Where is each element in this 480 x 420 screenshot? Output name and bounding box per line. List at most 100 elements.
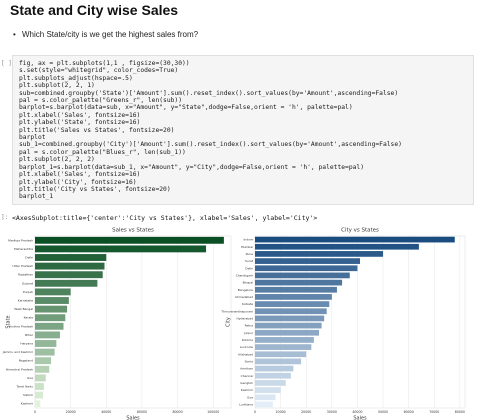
y-tick-label: Delhi [245,266,253,270]
y-tick-label: Jammu and Kashmir [2,350,34,354]
x-tick-label: 10000 [276,410,286,414]
bar [35,322,64,330]
y-tick-label: Hyderabad [237,316,254,320]
cell-prompt: [ ]: [1,60,16,67]
charts: Sales vs States 0 20000 40000 60000 80000 1000… [2,228,466,420]
code-line: pal = s.color_palette("Blues_r", len(sub… [19,148,186,156]
bar [255,351,307,358]
y-tick-label: Haryana [20,342,33,346]
code-line: fig, ax = plt.subplots(1,1 , figsize=(30… [19,60,190,67]
code-cell[interactable]: fig, ax = plt.subplots(1,1 , figsize=(30… [12,55,474,205]
y-tick-label: Uttar Pradesh [12,264,33,268]
bar [255,322,322,329]
y-tick-label: Madhya Pradesh [8,238,33,242]
y-tick-label: Lucknow [240,345,254,349]
code-line: barplot_1 [19,193,54,201]
code-line: barplot=s.barplot(data=sub, x="Amount", … [19,104,353,112]
bar [255,344,312,350]
bar [35,297,69,304]
code-line: plt.ylabel('State', fontsize=16) [19,119,141,127]
bar [35,279,98,287]
bar [255,337,314,343]
y-tick-label: Surat [245,259,254,263]
x-tick-label: 50000 [378,410,388,414]
bar [255,394,276,401]
plot-area [34,235,232,409]
bar [35,391,44,399]
y-tick-label: Andhra Pradesh [9,324,33,328]
bar [35,254,107,261]
x-tick-label: 30000 [327,410,337,414]
code-line: sub_1=combined.groupby('City')['Amount']… [19,141,402,149]
y-tick-label: Karnataka [18,299,33,303]
x-tick-label: 60000 [404,410,414,414]
bar [35,400,41,408]
y-tick-label: Patna [245,324,254,328]
y-tick-label: Thiruvananthapuram [220,309,253,313]
bar [35,245,207,253]
code-line: plt.title('City vs States', fontsize=20) [19,185,171,193]
y-tick-label: Pune [246,252,254,256]
bar [35,340,57,347]
bar [35,383,44,390]
bar [35,305,68,313]
y-tick-label: Mumbai [241,245,253,249]
x-tick-label: 80000 [455,410,465,414]
out-prompt: ]: [1,214,9,221]
y-tick-label: Kohima [242,338,253,342]
x-tick-label: 0 [254,410,256,414]
chart-title: Sales vs States [112,228,154,234]
bar [35,288,71,296]
y-tick-label: Gangtok [240,381,253,385]
y-tick-label: Himachal Pradesh [6,367,33,371]
y-tick-label: Chennai [241,374,253,378]
bar [35,357,52,365]
y-tick-label: West Bengal [14,307,33,311]
heading: State and City wise Sales [10,2,179,18]
code-line: barplot [19,134,46,142]
bar [255,365,294,372]
bar [255,315,325,322]
bar [255,236,455,243]
bar [35,374,46,382]
bar [255,258,360,264]
chart-title: City vs States [341,228,379,234]
y-tick-label: Goa [27,376,33,380]
y-tick-label: Maharashtra [14,247,33,251]
bar [255,294,332,300]
y-tick-label: Sikkim [23,393,33,397]
y-tick-label: Nagaland [19,359,33,363]
y-tick-label: Allahabad [238,352,253,356]
code-line: plt.subplot(2, 2, 2) [19,156,95,164]
x-tick-label: 100000 [207,410,219,414]
code-line: barplot_1=s.barplot(data=sub_1, x="Amoun… [19,163,364,171]
bar [255,372,291,379]
y-tick-label: Kerala [24,316,34,320]
y-tick-label: Gujarat [22,281,34,285]
bar [255,401,273,408]
y-tick-label: Goa [247,395,253,399]
bar [255,380,286,386]
bar [35,271,103,279]
bar [35,314,66,322]
y-tick-label: Bangalore [238,288,253,292]
x-tick-label: 0 [34,410,36,414]
bullet-text: Which State/city is we get the highest s… [13,30,198,39]
bar [255,358,302,365]
code-line: plt.xlabel('Sales', fontsize=16) [19,171,141,179]
code-line: plt.subplots_adjust(hspace=.5) [19,74,133,82]
x-tick-label: 80000 [172,410,182,414]
y-tick-label: Delhi [25,256,33,260]
bar [35,348,55,356]
bar [255,301,330,307]
y-tick-label: Simla [245,359,253,363]
bar [35,331,60,339]
bar [255,251,384,257]
y-tick-label: Bhopal [243,281,254,285]
code-line: sub=combined.groupby('State')['Amount'].… [19,89,399,97]
y-tick-label: Kolkata [242,302,253,306]
y-tick-label: Amritsar [240,367,254,371]
x-tick-label: 20000 [301,410,311,414]
code-line: s.set(style="whitegrid", color_codes=Tru… [19,67,179,75]
y-tick-label: Ahmedabad [235,295,253,299]
